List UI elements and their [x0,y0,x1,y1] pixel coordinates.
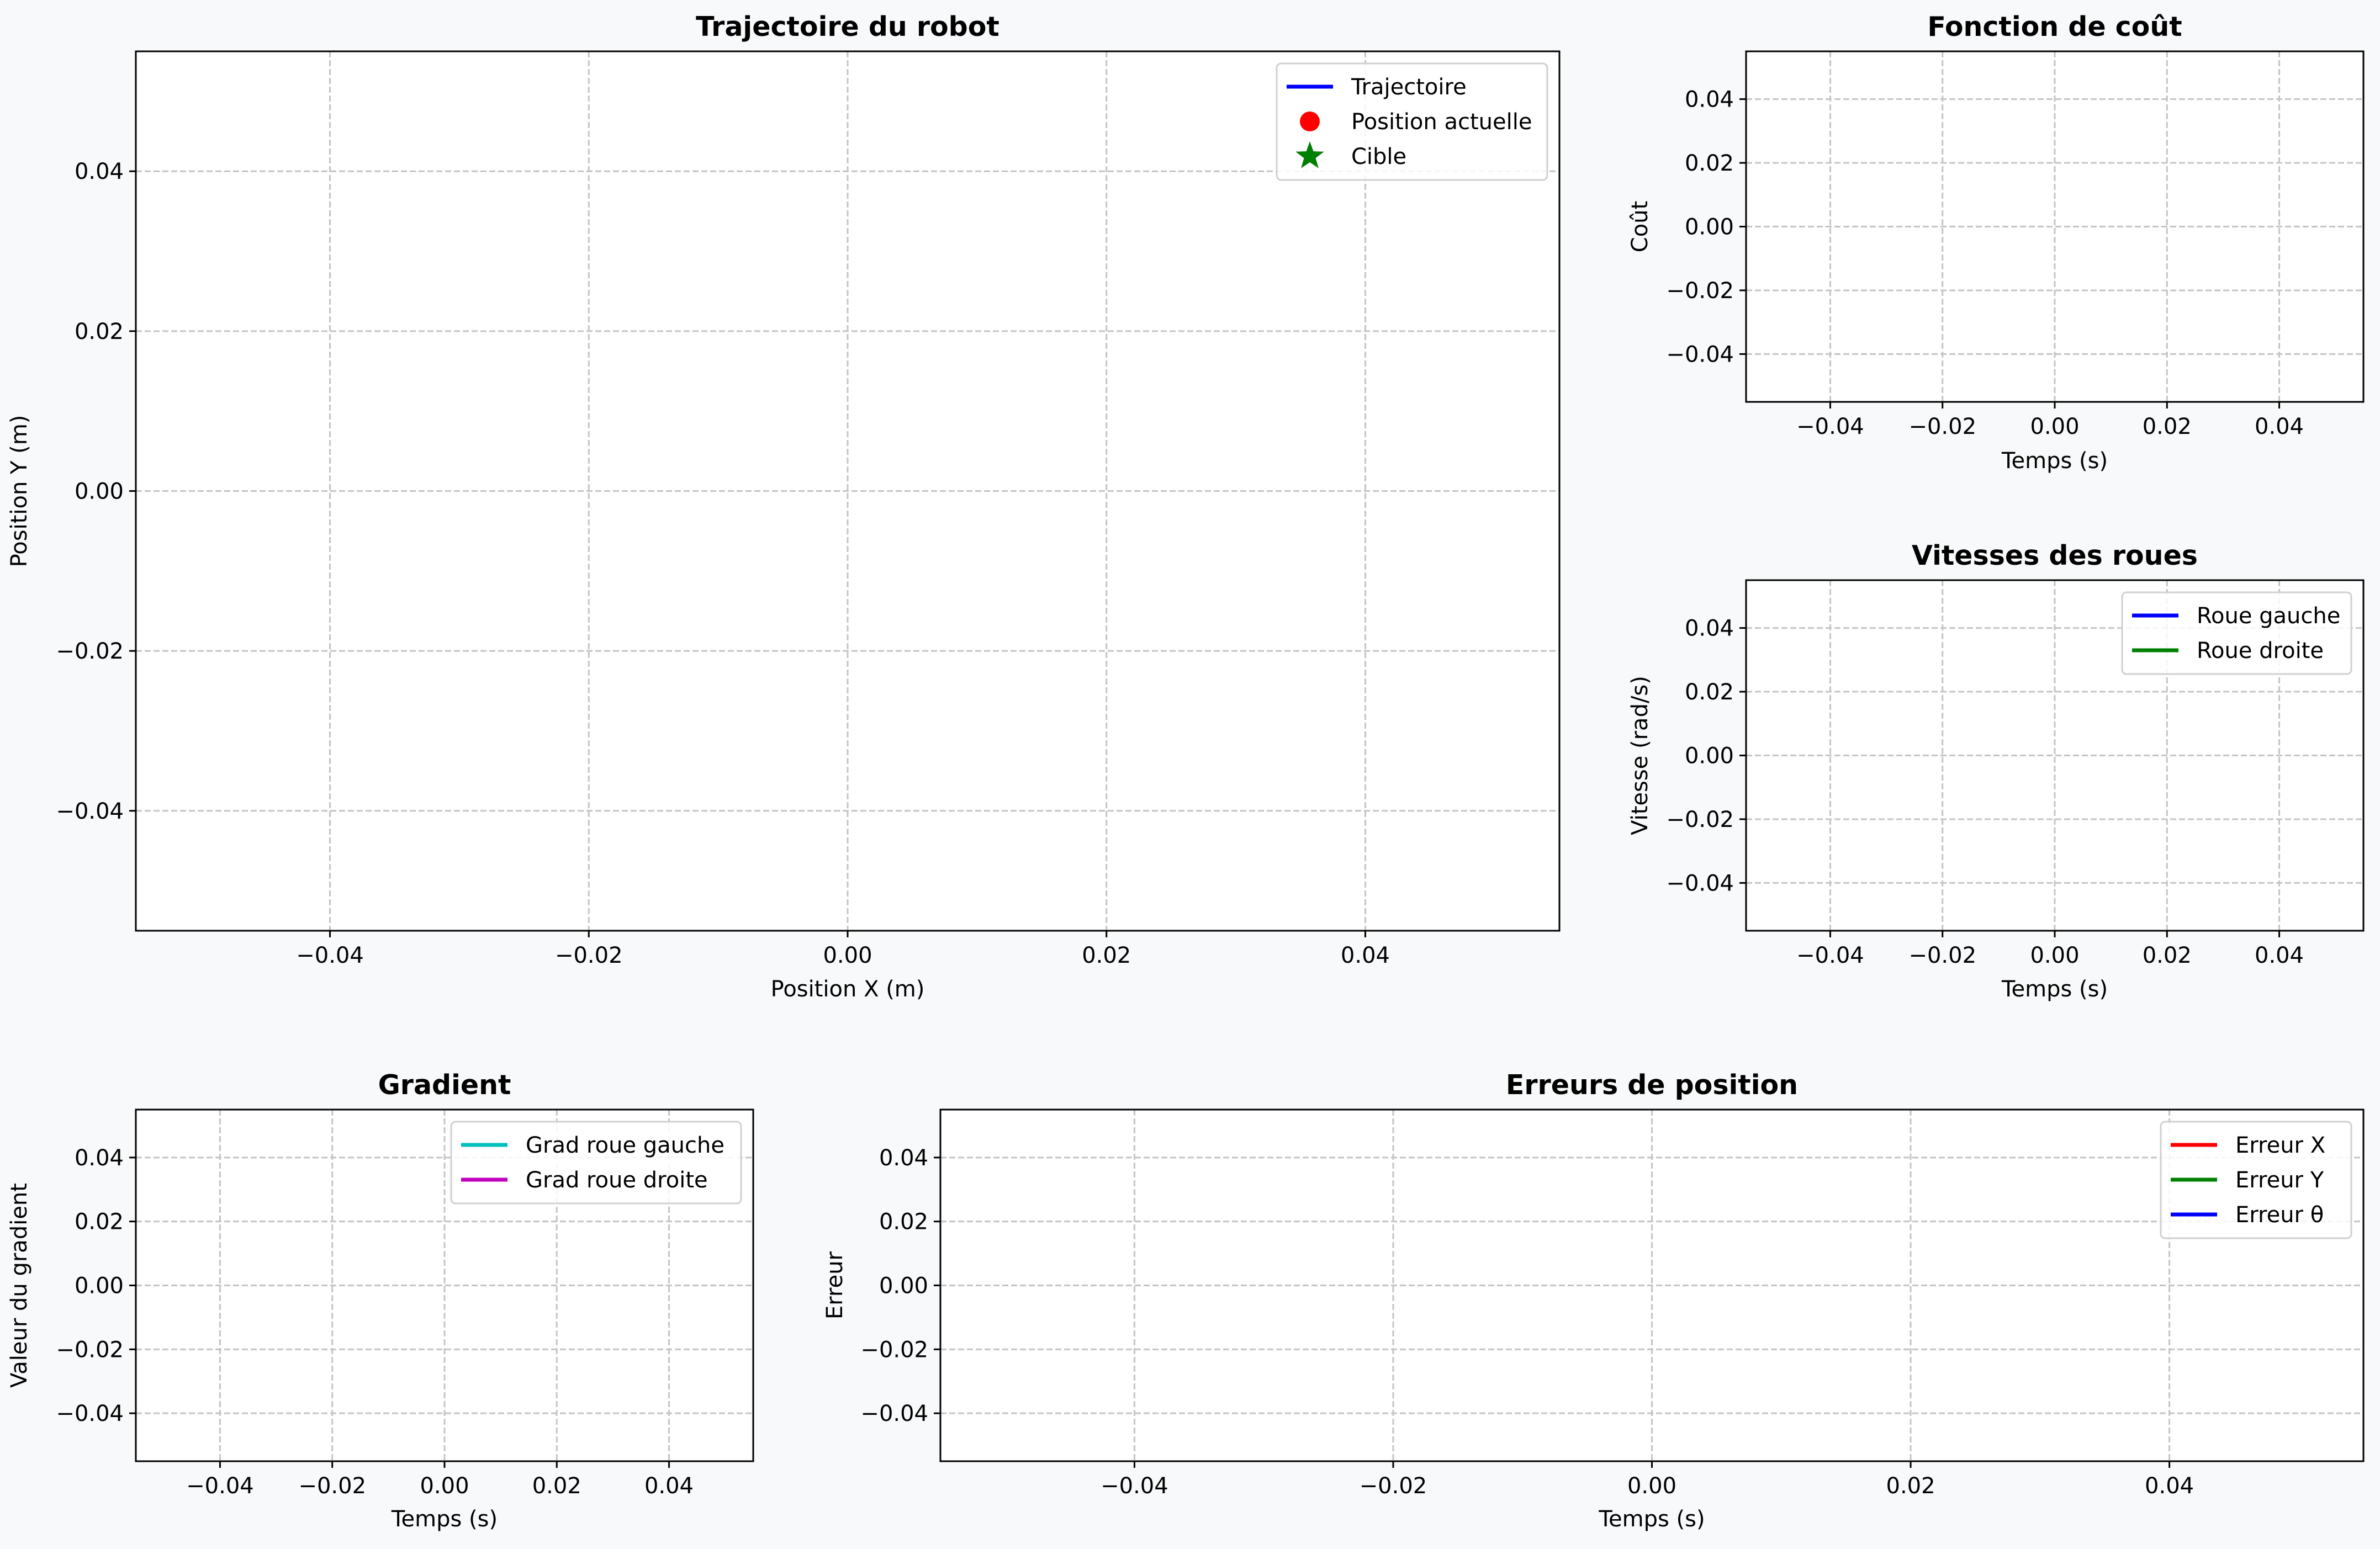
y-tick-label: 0.00 [879,1274,928,1299]
legend-box [2160,1121,2352,1239]
x-tick-label: −0.02 [555,943,623,968]
y-tick-label: 0.00 [75,479,124,505]
legend-label: Position actuelle [1351,109,1532,135]
x-tick-label: 0.02 [2143,414,2192,439]
legend: Roue gauche Roue droite [2121,591,2352,675]
x-tick-label: −0.04 [1796,414,1864,439]
x-axis-label: Temps (s) [2001,977,2108,1002]
y-tick-label: 0.02 [1685,680,1734,705]
x-tick-label: 0.00 [823,943,872,968]
legend-star-marker [1295,141,1324,168]
legend-label: Erreur Y [2235,1168,2324,1193]
x-tick-label: 0.02 [2143,943,2192,968]
x-tick-label: −0.04 [296,943,364,968]
x-tick-label: 0.04 [2145,1473,2194,1499]
y-tick-label: −0.04 [1666,342,1734,367]
legend-circle-marker [1300,112,1320,131]
x-tick-label: 0.04 [2255,414,2304,439]
axes-root: −0.04 −0.02 0.00 0.02 0.04 −0.04 −0.02 0.00 0.02… [7,11,2365,1532]
x-tick-label: −0.04 [186,1473,254,1499]
x-tick-label: 0.00 [2030,943,2079,968]
legend-box [1276,62,1548,181]
y-tick-label: −0.04 [56,799,124,824]
y-tick-label: 0.04 [75,1145,124,1171]
legend-label: Roue gauche [2197,603,2340,629]
y-tick-label: −0.04 [860,1401,928,1426]
subplot-gradient: −0.04 −0.02 0.00 0.02 0.04 −0.04 −0.02 0.00 0.02… [7,1069,754,1532]
chart-title: Fonction de coût [1927,11,2182,43]
y-tick-label: −0.02 [56,1337,124,1362]
y-axis-label: Valeur du gradient [7,1183,32,1388]
x-tick-label: 0.00 [1627,1473,1676,1499]
legend-label: Roue droite [2197,638,2324,664]
x-axis-label: Temps (s) [2001,448,2108,474]
x-tick-label: −0.02 [298,1473,366,1499]
legend-label: Grad roue gauche [526,1133,724,1158]
x-tick-label: 0.04 [2255,943,2304,968]
chart-title: Trajectoire du robot [696,11,999,43]
legend-label: Grad roue droite [526,1168,708,1193]
x-axis-label: Position X (m) [771,977,925,1002]
y-axis-label: Erreur [822,1251,848,1319]
subplot-wheels: −0.04 −0.02 0.00 0.02 0.04 −0.04 −0.02 0.00 0.02… [1627,540,2365,1002]
x-tick-label: −0.04 [1101,1473,1168,1499]
y-tick-label: 0.00 [1685,215,1734,240]
y-tick-label: −0.02 [56,639,124,664]
x-axis-label: Temps (s) [391,1506,498,1532]
chart-title: Erreurs de position [1506,1069,1798,1101]
y-tick-label: 0.04 [1685,87,1734,113]
y-tick-label: 0.02 [879,1210,928,1235]
y-tick-label: −0.02 [1666,278,1734,304]
y-tick-label: 0.02 [1685,151,1734,176]
y-axis-label: Position Y (m) [7,415,32,567]
legend-label: Trajectoire [1351,75,1467,100]
x-tick-label: 0.00 [420,1473,469,1499]
chart-title: Gradient [378,1069,511,1101]
y-tick-label: −0.02 [860,1337,928,1362]
x-tick-label: 0.00 [2030,414,2079,439]
y-axis-label: Vitesse (rad/s) [1627,676,1653,835]
legend: Erreur X Erreur Y Erreur θ [2160,1121,2352,1239]
x-tick-label: −0.02 [1908,414,1976,439]
y-tick-label: 0.00 [75,1274,124,1299]
x-tick-label: −0.02 [1908,943,1976,968]
subplot-trajectory: −0.04 −0.02 0.00 0.02 0.04 −0.04 −0.02 0.00 0.02… [7,11,1561,1002]
y-tick-label: 0.04 [1685,616,1734,641]
x-tick-label: −0.04 [1796,943,1864,968]
legend-box [2121,591,2352,675]
y-tick-label: 0.02 [75,319,124,344]
legend-box [450,1121,742,1205]
legend: Grad roue gauche Grad roue droite [450,1121,742,1205]
legend: Trajectoire Position actuelle Cible [1276,62,1548,181]
y-tick-label: −0.04 [56,1401,124,1426]
legend-label: Erreur θ [2235,1202,2324,1228]
legend-label: Erreur X [2235,1133,2325,1158]
y-tick-label: −0.02 [1666,807,1734,832]
y-tick-label: 0.04 [75,159,124,184]
chart-title: Vitesses des roues [1912,540,2198,571]
y-tick-label: −0.04 [1666,871,1734,896]
x-tick-label: 0.02 [1886,1473,1935,1499]
x-tick-label: −0.02 [1360,1473,1427,1499]
x-tick-label: 0.02 [532,1473,581,1499]
y-tick-label: 0.04 [879,1145,928,1171]
y-tick-label: 0.02 [75,1210,124,1235]
legend-label: Cible [1351,144,1406,169]
x-tick-label: 0.04 [1341,943,1390,968]
subplot-errors: −0.04 −0.02 0.00 0.02 0.04 −0.04 −0.02 0.00 0.02… [822,1069,2365,1532]
subplot-cost: −0.04 −0.02 0.00 0.02 0.04 −0.04 −0.02 0.00 0.02… [1627,11,2365,474]
x-tick-label: 0.02 [1082,943,1131,968]
y-tick-label: 0.00 [1685,744,1734,769]
y-axis-label: Coût [1627,201,1653,252]
x-axis-label: Temps (s) [1598,1506,1705,1532]
x-tick-label: 0.04 [644,1473,694,1499]
